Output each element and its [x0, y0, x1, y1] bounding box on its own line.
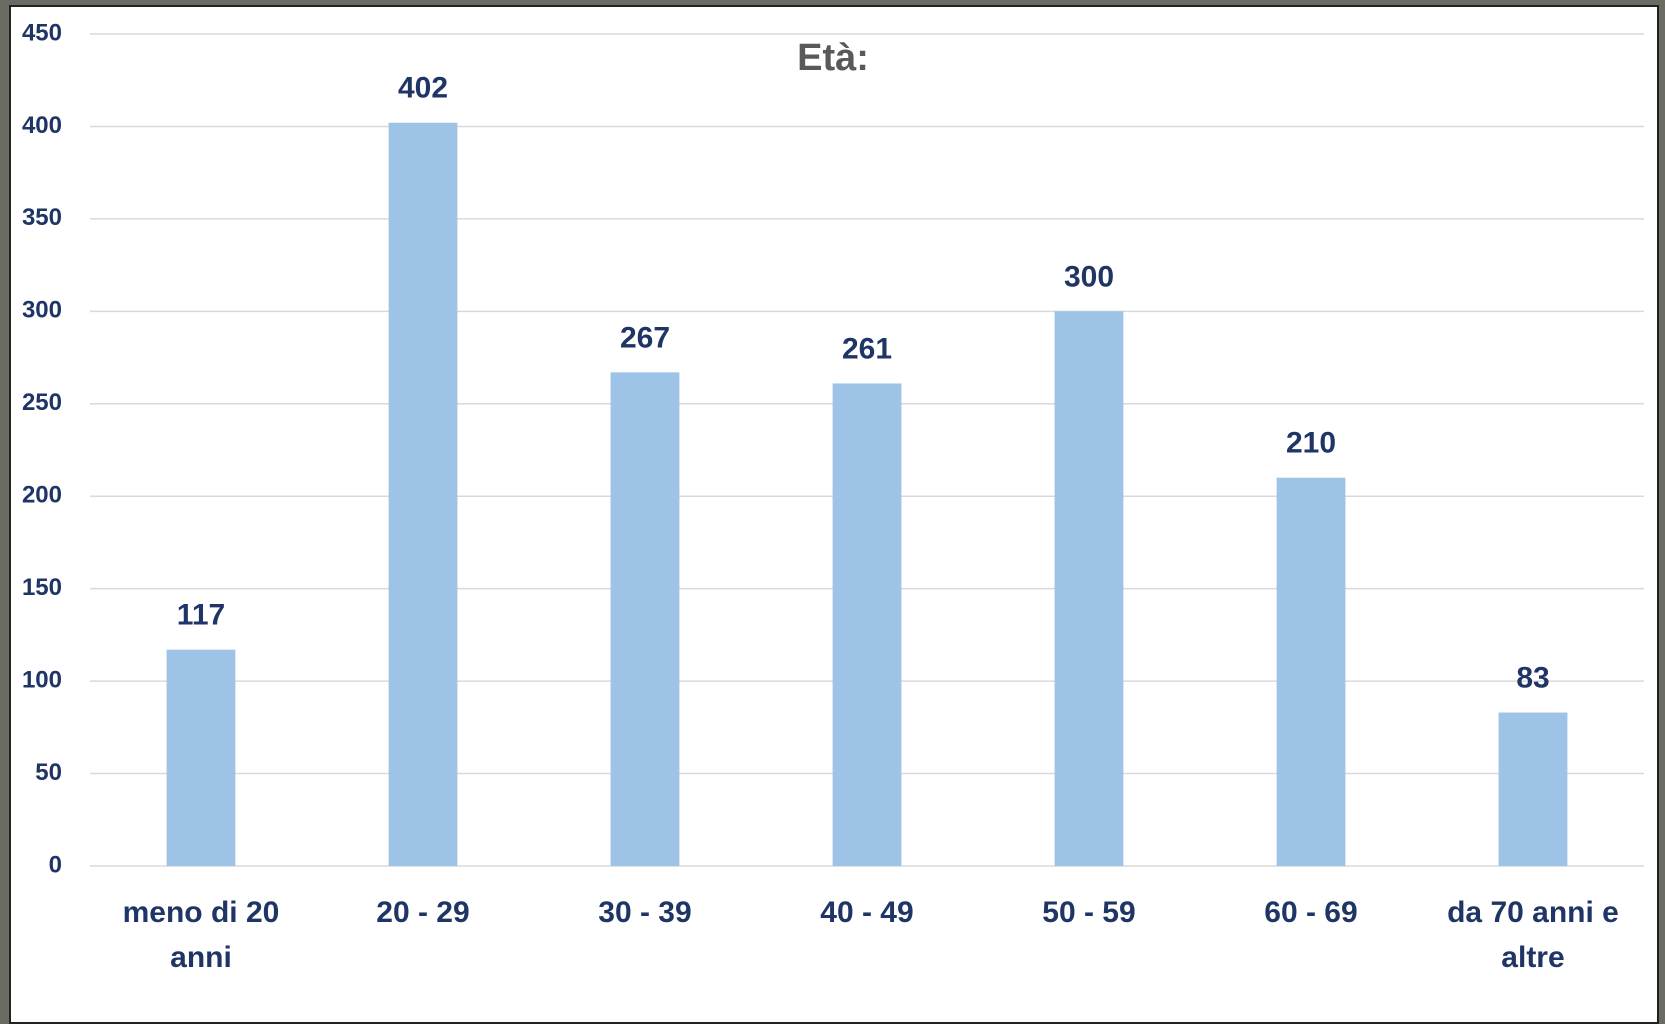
x-tick-label: 50 - 59	[1042, 896, 1136, 929]
y-tick-label: 50	[35, 759, 62, 786]
y-tick-label: 250	[22, 389, 62, 416]
y-tick-label: 350	[22, 204, 62, 231]
bar	[610, 372, 680, 866]
y-tick-label: 400	[22, 112, 62, 139]
y-tick-label: 450	[22, 19, 62, 46]
data-label: 83	[1516, 661, 1549, 694]
y-tick-label: 300	[22, 297, 62, 324]
y-tick-label: 0	[49, 851, 62, 878]
bar	[1054, 311, 1124, 866]
data-label: 300	[1064, 260, 1114, 293]
x-tick-label: 40 - 49	[820, 896, 914, 929]
y-tick-label: 200	[22, 482, 62, 509]
bar	[1276, 477, 1346, 866]
data-label: 402	[398, 72, 448, 105]
data-label: 210	[1286, 427, 1336, 460]
y-tick-label: 150	[22, 574, 62, 601]
data-label: 267	[620, 321, 670, 354]
bar	[1498, 712, 1568, 866]
bar	[388, 122, 458, 867]
bar	[832, 383, 902, 866]
x-tick-label: meno di 20 anni	[122, 896, 280, 974]
chart-title: Età:	[797, 37, 869, 79]
x-tick-label: 20 - 29	[376, 896, 470, 929]
x-tick-label: da 70 anni e altre	[1447, 896, 1619, 974]
data-label: 117	[177, 599, 225, 632]
data-label: 261	[842, 332, 892, 365]
x-tick-label: 60 - 69	[1264, 896, 1358, 929]
bar	[166, 649, 236, 866]
x-tick-label: 30 - 39	[598, 896, 692, 929]
y-tick-label: 100	[22, 666, 62, 693]
